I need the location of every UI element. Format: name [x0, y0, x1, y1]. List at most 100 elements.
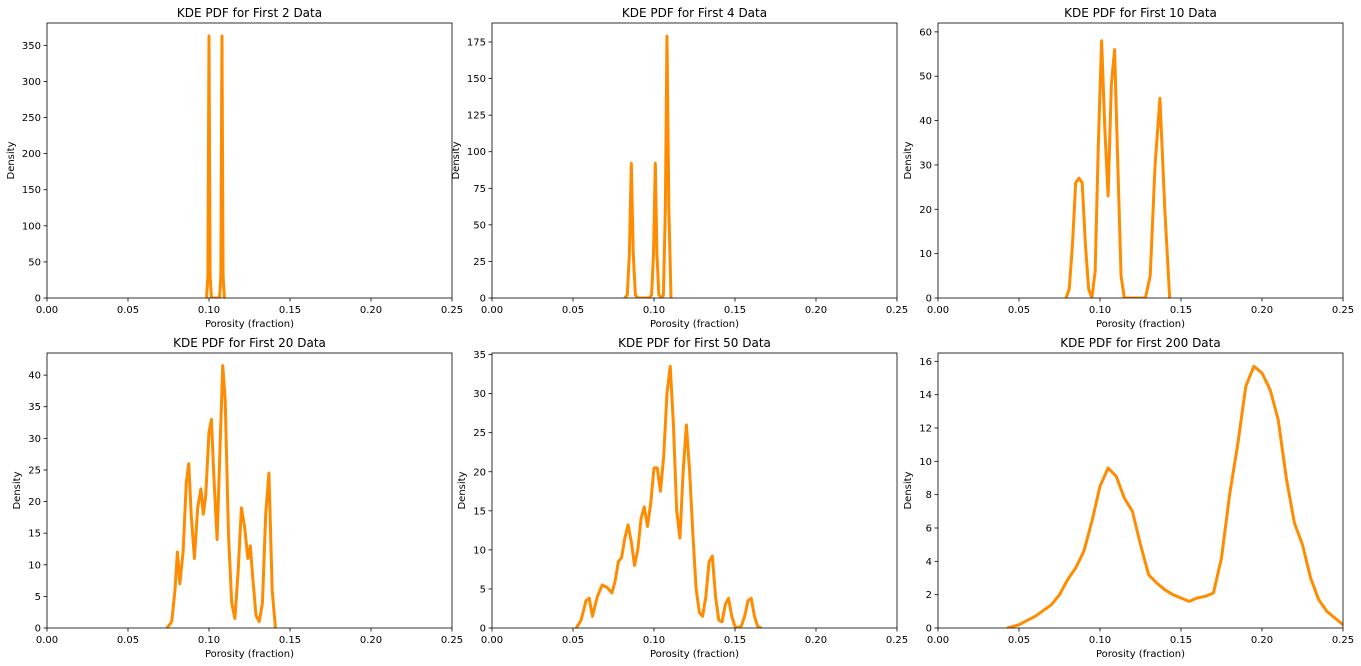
x-tick-label: 0.20: [805, 635, 827, 646]
axes-frame: [937, 22, 1344, 299]
x-tick-label: 0.00: [927, 635, 949, 646]
x-tick-label: 0.10: [1089, 305, 1111, 316]
y-tick-label: 20: [473, 467, 486, 478]
y-tick-label: 30: [473, 389, 486, 400]
chart-panel-1: 0.00 0.05 0.10 0.15 0.20 0.25 0 50 100 150 200 250 3…: [6, 6, 463, 330]
kde-curve: [1064, 39, 1172, 298]
y-tick-label: 35: [473, 350, 486, 361]
x-tick-label: 0.25: [1332, 635, 1354, 646]
x-tick-label: 0.10: [643, 635, 665, 646]
kde-curve: [1006, 364, 1343, 628]
x-tick-label: 0.25: [1332, 305, 1354, 316]
y-tick-label: 0: [35, 294, 41, 305]
y-tick-label: 15: [28, 529, 41, 540]
x-tick-label: 0.05: [117, 635, 139, 646]
x-tick-label: 0.15: [724, 635, 746, 646]
x-tick-label: 0.15: [279, 635, 301, 646]
y-tick-label: 125: [467, 111, 486, 122]
x-tick-label: 0.00: [481, 635, 503, 646]
y-tick-label: 200: [22, 149, 41, 160]
y-tick-label: 0: [926, 294, 932, 305]
x-tick-label: 0.25: [886, 635, 908, 646]
axes-frame: [491, 352, 898, 629]
y-tick-label: 150: [467, 74, 486, 85]
y-tick-label: 30: [28, 434, 41, 445]
x-tick-label: 0.05: [562, 635, 584, 646]
y-tick-label: 100: [22, 221, 41, 232]
chart-panel-2: 0.00 0.05 0.10 0.15 0.20 0.25 0 25 50 75 100 125 150…: [451, 6, 908, 330]
y-tick-label: 25: [28, 465, 41, 476]
y-tick-label: 5: [480, 584, 486, 595]
x-axis-label: Porosity (fraction): [650, 319, 739, 330]
x-tick-label: 0.10: [1089, 635, 1111, 646]
x-tick-label: 0.20: [805, 305, 827, 316]
y-axis-label: Density: [451, 141, 462, 179]
y-tick-label: 50: [919, 72, 932, 83]
y-tick-label: 50: [28, 257, 41, 268]
axes-frame: [937, 352, 1344, 629]
y-tick-label: 25: [473, 428, 486, 439]
y-axis-label: Density: [457, 471, 468, 509]
y-tick-label: 60: [919, 27, 932, 38]
x-tick-label: 0.00: [36, 305, 58, 316]
y-tick-label: 12: [919, 424, 932, 435]
x-tick-label: 0.05: [117, 305, 139, 316]
x-tick-label: 0.20: [360, 635, 382, 646]
x-tick-label: 0.15: [1170, 305, 1192, 316]
y-tick-label: 350: [22, 41, 41, 52]
y-tick-label: 50: [473, 220, 486, 231]
y-tick-label: 300: [22, 77, 41, 88]
y-tick-label: 2: [926, 590, 932, 601]
y-tick-label: 4: [926, 557, 932, 568]
y-tick-label: 5: [35, 592, 41, 603]
y-tick-label: 25: [473, 257, 486, 268]
kde-curve: [623, 34, 673, 298]
kde-curve: [205, 34, 226, 298]
y-tick-label: 75: [473, 184, 486, 195]
x-tick-label: 0.25: [886, 305, 908, 316]
axes-frame: [46, 352, 453, 629]
kde-curve: [574, 364, 763, 628]
x-axis-label: Porosity (fraction): [1096, 319, 1185, 330]
chart-title: KDE PDF for First 20 Data: [173, 336, 326, 350]
chart-title: KDE PDF for First 200 Data: [1060, 336, 1220, 350]
x-tick-label: 0.20: [1251, 635, 1273, 646]
x-tick-label: 0.15: [1170, 635, 1192, 646]
x-tick-label: 0.00: [481, 305, 503, 316]
y-tick-label: 20: [919, 205, 932, 216]
y-tick-label: 14: [919, 390, 932, 401]
x-tick-label: 0.05: [1008, 635, 1030, 646]
y-axis-label: Density: [903, 471, 914, 509]
y-tick-label: 0: [480, 624, 486, 635]
y-tick-label: 40: [28, 371, 41, 382]
y-tick-label: 8: [926, 490, 932, 501]
x-axis-label: Porosity (fraction): [1096, 649, 1185, 660]
x-tick-label: 0.05: [562, 305, 584, 316]
y-tick-label: 10: [919, 249, 932, 260]
y-tick-label: 6: [926, 524, 932, 535]
chart-title: KDE PDF for First 2 Data: [177, 6, 322, 20]
y-axis-label: Density: [903, 141, 914, 179]
y-tick-label: 100: [467, 147, 486, 158]
x-tick-label: 0.25: [441, 305, 463, 316]
kde-curve: [165, 364, 277, 628]
x-axis-label: Porosity (fraction): [650, 649, 739, 660]
x-tick-label: 0.10: [643, 305, 665, 316]
x-tick-label: 0.20: [1251, 305, 1273, 316]
y-axis-label: Density: [6, 141, 17, 179]
y-tick-label: 250: [22, 113, 41, 124]
chart-panel-5: 0.00 0.05 0.10 0.15 0.20 0.25 0 5 10 15 20 25 30 35 KD…: [457, 336, 908, 660]
x-tick-label: 0.10: [198, 305, 220, 316]
y-tick-label: 40: [919, 116, 932, 127]
x-tick-label: 0.05: [1008, 305, 1030, 316]
chart-title: KDE PDF for First 10 Data: [1064, 6, 1217, 20]
chart-panel-4: 0.00 0.05 0.10 0.15 0.20 0.25 0 5 10 15 20 25 30 35 40…: [12, 336, 463, 660]
y-tick-label: 10: [473, 545, 486, 556]
y-tick-label: 175: [467, 38, 486, 49]
x-tick-label: 0.10: [198, 635, 220, 646]
y-tick-label: 30: [919, 160, 932, 171]
x-tick-label: 0.15: [724, 305, 746, 316]
x-axis-label: Porosity (fraction): [205, 319, 294, 330]
y-tick-label: 0: [480, 294, 486, 305]
